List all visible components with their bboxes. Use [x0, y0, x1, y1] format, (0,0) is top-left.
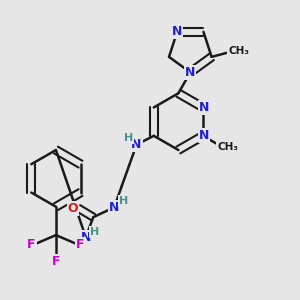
Text: F: F: [76, 238, 85, 250]
Text: N: N: [172, 25, 182, 38]
Text: H: H: [124, 133, 133, 143]
Text: O: O: [68, 202, 78, 215]
Text: F: F: [27, 238, 36, 250]
Text: CH₃: CH₃: [217, 142, 238, 152]
Text: N: N: [109, 201, 119, 214]
Text: N: N: [199, 129, 210, 142]
Text: N: N: [199, 101, 210, 114]
Text: N: N: [131, 138, 142, 151]
Text: H: H: [90, 227, 99, 237]
Text: F: F: [52, 255, 60, 268]
Text: N: N: [185, 66, 196, 79]
Text: H: H: [118, 196, 128, 206]
Text: N: N: [81, 231, 91, 244]
Text: CH₃: CH₃: [228, 46, 249, 56]
